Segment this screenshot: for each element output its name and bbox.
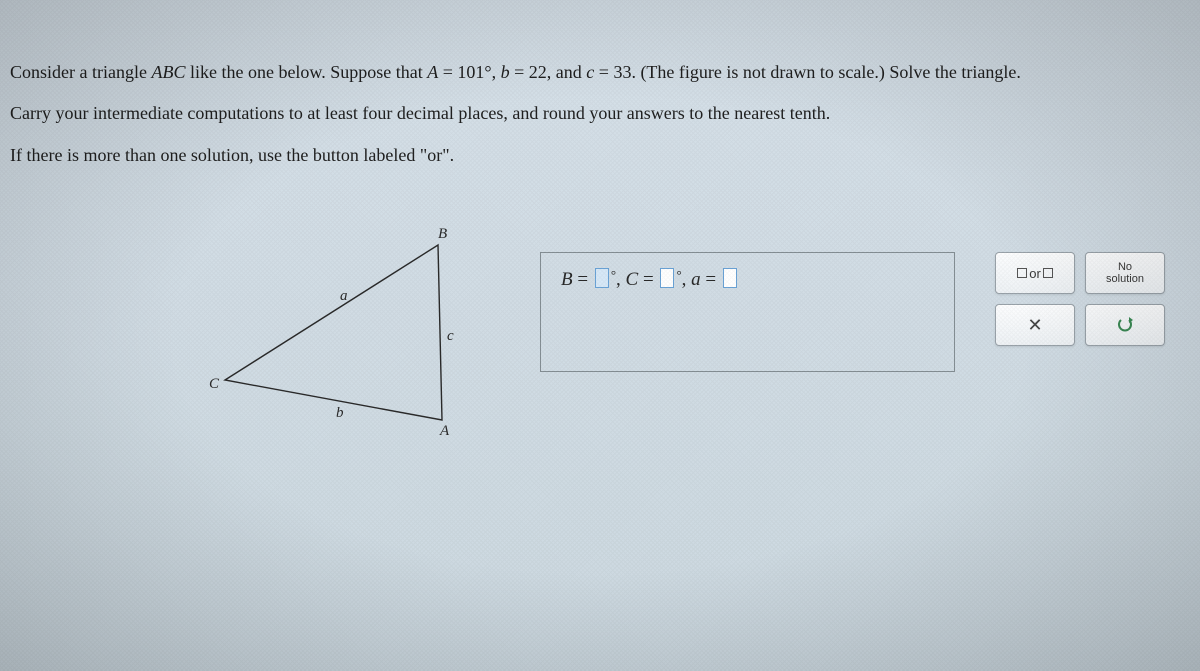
input-B[interactable]	[595, 268, 609, 288]
text: ,	[492, 62, 501, 82]
text: =	[638, 269, 658, 290]
ans-C-label: C	[626, 269, 639, 290]
problem-statement: Consider a triangle ABC like the one bel…	[10, 52, 1190, 176]
val-b: 22	[529, 62, 547, 82]
text: =	[573, 269, 593, 290]
text: =	[510, 62, 529, 82]
answer-box: B = °, C = °, a =	[540, 252, 955, 372]
x-icon: ✕	[1027, 315, 1042, 336]
or-button[interactable]: or	[995, 252, 1075, 294]
reset-button[interactable]	[1085, 304, 1165, 346]
instruction-line-3: If there is more than one solution, use …	[10, 135, 1190, 176]
triangle-figure: B A C a c b	[0, 230, 540, 460]
or-label: or	[1029, 266, 1041, 281]
instruction-line-2: Carry your intermediate computations to …	[10, 93, 1190, 134]
text: . (The figure is not drawn to scale.) So…	[631, 62, 1020, 82]
text: =	[438, 62, 457, 82]
clear-button[interactable]: ✕	[995, 304, 1075, 346]
square-icon	[1017, 268, 1027, 278]
text: like the one below. Suppose that	[185, 62, 427, 82]
vertex-label-B: B	[438, 226, 447, 243]
var-A: A	[427, 62, 438, 82]
text: , and	[547, 62, 587, 82]
deg: °	[484, 62, 491, 82]
no-solution-button[interactable]: Nosolution	[1085, 252, 1165, 294]
side-label-a: a	[340, 288, 348, 305]
input-C[interactable]	[660, 268, 674, 288]
side-label-c: c	[447, 328, 454, 345]
text: ,	[616, 269, 626, 290]
toolbox: or Nosolution ✕	[995, 252, 1165, 460]
text: =	[701, 269, 721, 290]
nosol-line1: No	[1118, 261, 1132, 273]
text: ,	[682, 269, 692, 290]
nosol-line2: solution	[1106, 273, 1144, 285]
vertex-label-A: A	[440, 423, 449, 440]
val-A: 101	[457, 62, 484, 82]
text: =	[594, 62, 613, 82]
side-label-b: b	[336, 405, 344, 422]
var-b: b	[501, 62, 510, 82]
square-icon	[1043, 268, 1053, 278]
reset-icon	[1115, 315, 1135, 335]
triangle-name: ABC	[151, 62, 185, 82]
ans-a-label: a	[691, 269, 701, 290]
ans-B-label: B	[561, 269, 573, 290]
val-c: 33	[613, 62, 631, 82]
vertex-label-C: C	[209, 376, 219, 393]
input-a[interactable]	[723, 268, 737, 288]
text: Consider a triangle	[10, 62, 151, 82]
